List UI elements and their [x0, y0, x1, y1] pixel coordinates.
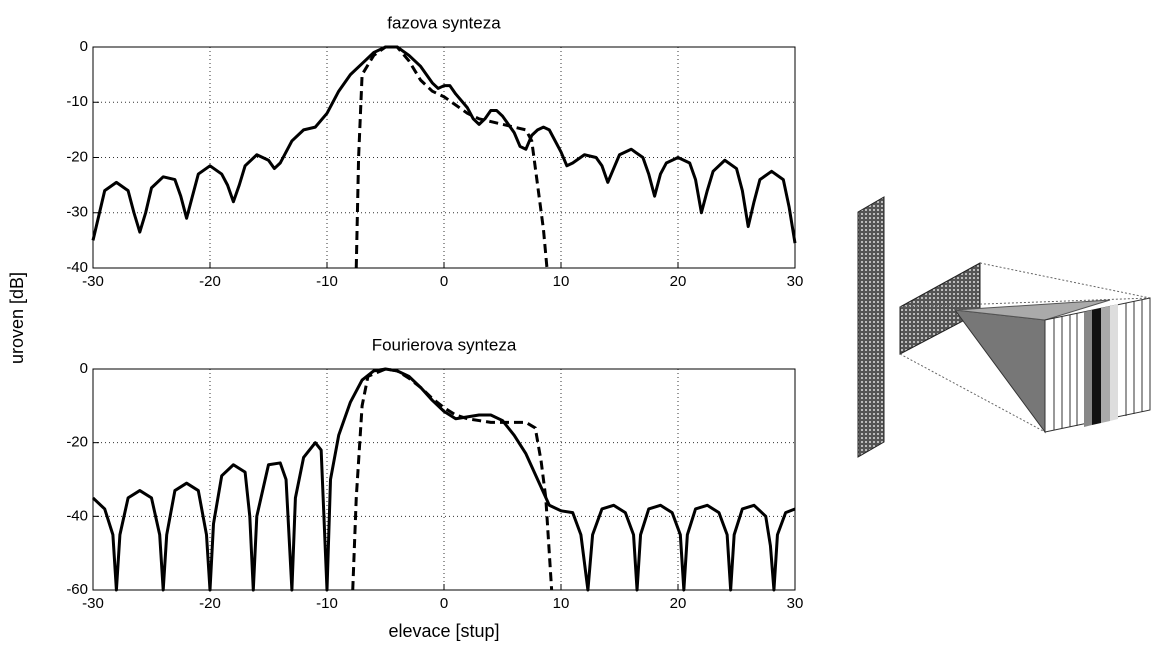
- x-tick-label: 20: [670, 595, 687, 612]
- x-tick-label: 0: [440, 273, 448, 290]
- y-axis-label: uroven [dB]: [7, 272, 27, 364]
- x-tick-label: 20: [670, 273, 687, 290]
- y-tick-label: -10: [66, 93, 88, 110]
- x-tick-label: 0: [440, 595, 448, 612]
- y-tick-label: -20: [66, 434, 88, 451]
- data-line: [354, 45, 549, 269]
- x-tick-label: 10: [553, 273, 570, 290]
- array-diagram: [857, 196, 1151, 458]
- x-tick-label: -10: [316, 273, 338, 290]
- x-tick-label: -10: [316, 595, 338, 612]
- axes-box: [92, 46, 796, 269]
- x-axis-label: elevace [stup]: [388, 621, 499, 641]
- y-tick-label: 0: [80, 38, 88, 55]
- x-tick-label: -20: [199, 595, 221, 612]
- y-tick-label: -40: [66, 507, 88, 524]
- x-tick-label: -20: [199, 273, 221, 290]
- data-line: [91, 367, 796, 592]
- y-tick-label: 0: [80, 360, 88, 377]
- data-line: [91, 45, 797, 244]
- x-tick-label: 30: [787, 595, 804, 612]
- axes-box: [92, 368, 796, 591]
- y-tick-label: -60: [66, 581, 88, 598]
- y-tick-label: -40: [66, 259, 88, 276]
- chart-title: Fourierova synteza: [372, 335, 517, 354]
- y-tick-label: -20: [66, 148, 88, 165]
- x-tick-label: 30: [787, 273, 804, 290]
- x-tick-label: -30: [82, 595, 104, 612]
- plot-area: [93, 369, 795, 590]
- data-line: [351, 367, 554, 591]
- y-tick-label: -30: [66, 204, 88, 221]
- chart-title: fazova synteza: [387, 13, 501, 32]
- x-tick-label: 10: [553, 595, 570, 612]
- x-tick-label: -30: [82, 273, 104, 290]
